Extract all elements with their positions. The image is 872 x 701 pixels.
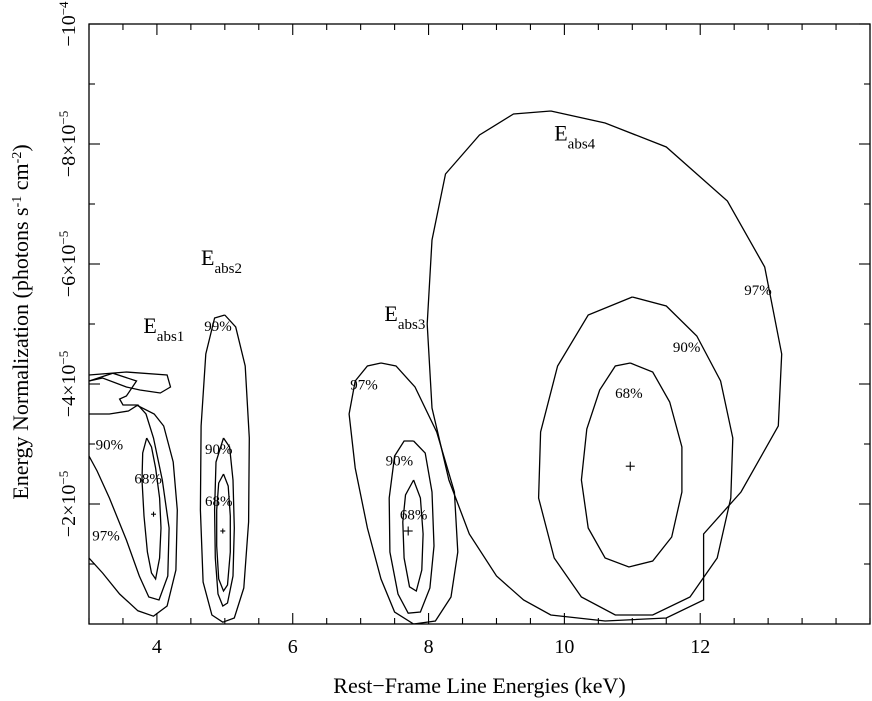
confidence-level-label: 68% [205,494,233,510]
confidence-level-label: 97% [92,529,120,545]
contour-68pct-abs3 [402,479,424,593]
axis-ticks: 4 6 8 10 12 −2×10−5 −4×10−5 −6×10−5 −8×10−5 −10−4 [56,1,871,658]
x-axis-label: Rest−Frame Line Energies (keV) [333,673,625,698]
line-label-abs3: Eabs3 [384,301,425,333]
contour-68pct-abs4 [580,362,683,568]
confidence-level-label: 97% [350,377,378,393]
x-tick-label: 8 [424,636,434,658]
best-fit-markers [151,461,635,536]
y-tick-label: −2×10−5 [56,471,81,537]
y-tick-label: −4×10−5 [56,351,81,417]
x-tick-label: 10 [554,636,574,658]
confidence-level-label: 97% [744,283,772,299]
y-tick-label: −8×10−5 [56,111,81,177]
y-tick-label: −10−4 [56,1,81,47]
y-tick-label: −6×10−5 [56,231,81,297]
contour-labels: 68% 90% 97% Eabs1 68% 90% 99% Eabs2 68% 90% 97% Eab… [92,120,771,544]
confidence-level-label: 90% [96,437,124,453]
contour-90pct-abs3 [388,440,435,614]
line-label-abs2: Eabs2 [201,245,242,277]
confidence-level-label: 68% [615,386,643,402]
x-tick-label: 4 [152,636,162,658]
y-axis-label: Energy Normalization (photons s-1 cm-2) [8,144,33,499]
confidence-contours [89,110,783,624]
contour-99pct-abs2 [199,314,250,623]
contour-extra-abs1 [89,371,172,394]
confidence-level-label: 99% [204,319,232,335]
contour-68pct-abs2 [216,473,231,593]
contour-68pct-abs1 [141,437,162,581]
contour-90pct-abs4 [537,296,734,616]
x-tick-label: 12 [690,636,710,658]
contour-90pct-abs2 [213,437,235,607]
confidence-level-label: 90% [673,340,701,356]
contour-97pct-abs3 [348,362,459,624]
line-label-abs4: Eabs4 [554,120,595,152]
confidence-level-label: 90% [386,454,414,470]
contour-90pct-abs1 [89,404,170,601]
confidence-level-label: 68% [134,472,162,488]
confidence-level-label: 90% [205,442,233,458]
line-label-abs1: Eabs1 [143,313,184,345]
contour-97pct-abs4 [426,110,783,622]
x-tick-label: 6 [288,636,298,658]
contour-97pct-abs1 [89,372,178,617]
confidence-level-label: 68% [400,508,428,524]
